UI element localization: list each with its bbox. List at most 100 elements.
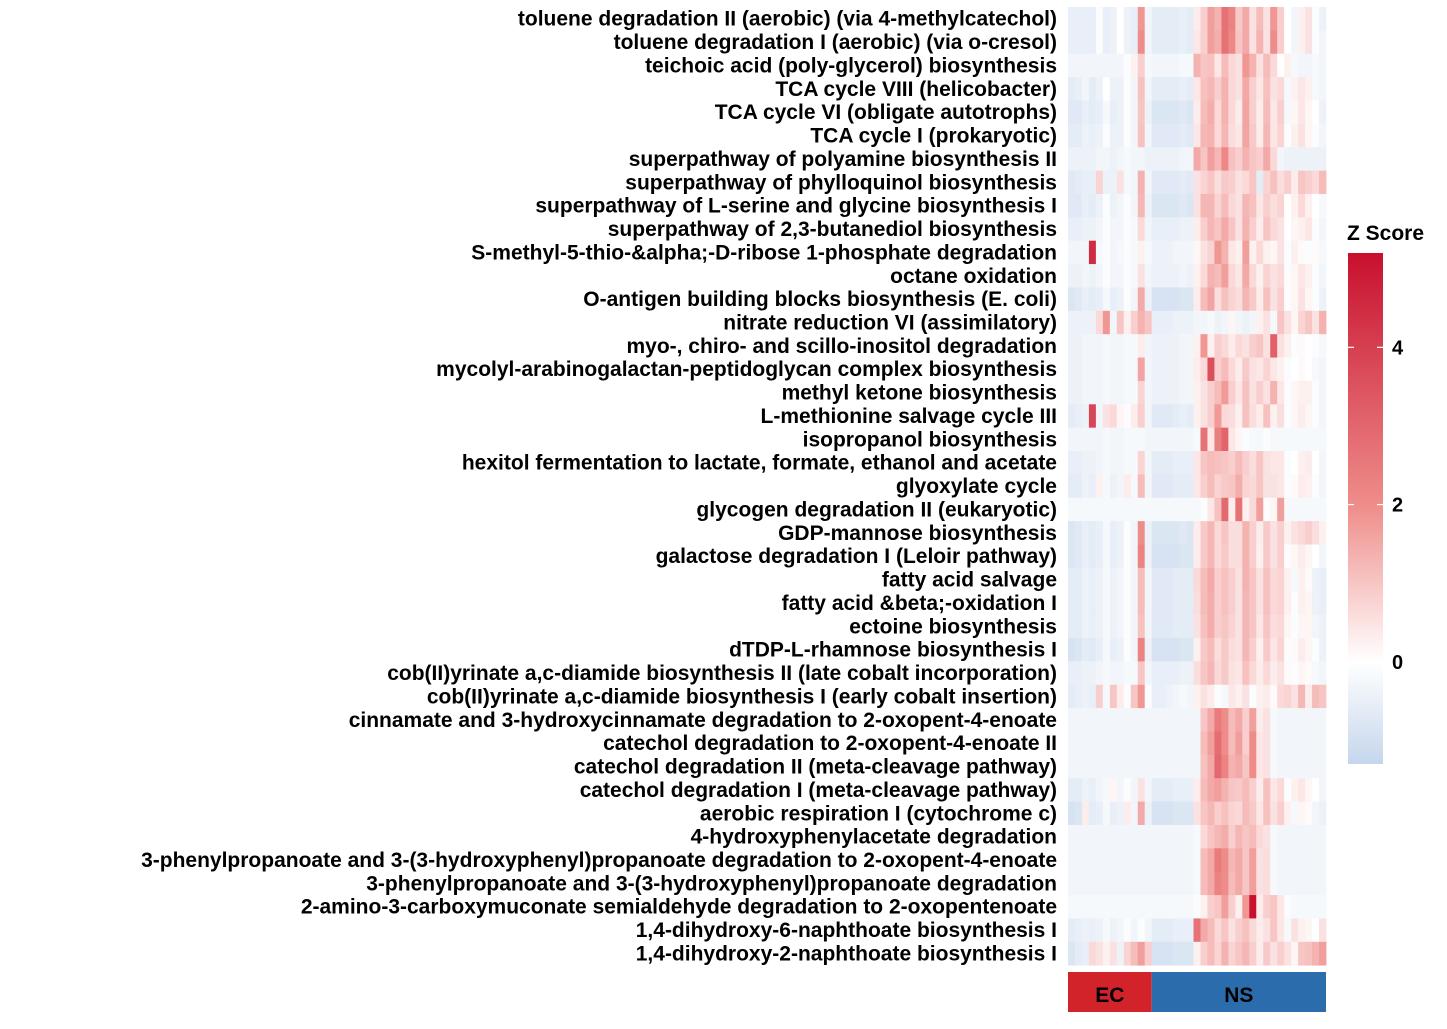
heatmap-cell — [1305, 100, 1313, 125]
heatmap-cell — [1249, 427, 1257, 452]
heatmap-cell — [1088, 591, 1097, 616]
heatmap-cell — [1109, 310, 1118, 335]
heatmap-cell — [1081, 731, 1090, 756]
heatmap-cell — [1270, 170, 1278, 195]
heatmap-cell — [1172, 100, 1180, 125]
group-annotation-bar: EC NS — [1068, 972, 1326, 1012]
heatmap-cell — [1116, 100, 1125, 125]
heatmap-cell — [1193, 264, 1201, 288]
heatmap-cell — [1186, 918, 1194, 943]
heatmap-cell — [1116, 684, 1125, 709]
heatmap-cell — [1102, 801, 1111, 826]
heatmap-cell — [1319, 661, 1327, 686]
heatmap-cell — [1263, 684, 1271, 709]
heatmap-cell — [1312, 147, 1320, 171]
heatmap-cell — [1312, 380, 1320, 405]
heatmap-cell — [1298, 474, 1306, 499]
heatmap-cell — [1305, 637, 1313, 662]
heatmap-cell — [1249, 591, 1257, 616]
heatmap-cell — [1263, 123, 1271, 148]
heatmap-cell — [1179, 7, 1187, 31]
heatmap-cell — [1186, 661, 1194, 686]
heatmap-cell — [1263, 708, 1271, 732]
heatmap-cell — [1228, 264, 1236, 288]
heatmap-cell — [1130, 30, 1139, 55]
heatmap-cell — [1242, 614, 1250, 639]
heatmap-cell — [1151, 824, 1160, 849]
heatmap-cell — [1116, 30, 1125, 55]
heatmap-cell — [1270, 824, 1278, 849]
heatmap-cell — [1214, 7, 1222, 31]
heatmap-cell — [1144, 404, 1153, 429]
heatmap-cell — [1109, 497, 1118, 522]
heatmap-cell — [1088, 427, 1097, 452]
heatmap-cell — [1207, 30, 1215, 55]
heatmap-cell — [1235, 357, 1243, 382]
heatmap-cell — [1151, 147, 1160, 171]
heatmap-cell — [1137, 754, 1146, 779]
heatmap-cell — [1242, 474, 1250, 499]
heatmap-cell — [1179, 591, 1187, 616]
heatmap-cell — [1228, 614, 1236, 639]
heatmap-cell — [1312, 497, 1320, 522]
heatmap-cell — [1284, 801, 1292, 826]
heatmap-cell — [1179, 497, 1187, 522]
heatmap-cell — [1068, 287, 1076, 312]
heatmap-cell — [1130, 147, 1139, 171]
heatmap-cell — [1221, 918, 1229, 943]
heatmap-cell — [1068, 661, 1076, 686]
heatmap-cell — [1319, 708, 1327, 732]
heatmap-cell — [1312, 7, 1320, 31]
heatmap-cell — [1068, 684, 1076, 709]
heatmap-cell — [1116, 404, 1125, 429]
heatmap-cell — [1235, 918, 1243, 943]
heatmap-cell — [1214, 637, 1222, 662]
heatmap-cell — [1312, 451, 1320, 475]
heatmap-cell — [1144, 708, 1153, 732]
heatmap-cell — [1095, 30, 1104, 55]
heatmap-cell — [1319, 287, 1327, 312]
heatmap-cell — [1214, 123, 1222, 148]
heatmap-cell — [1144, 240, 1153, 265]
heatmap-cell — [1235, 754, 1243, 779]
heatmap-cell — [1151, 100, 1160, 125]
heatmap-cell — [1228, 895, 1236, 919]
row-label: 3-phenylpropanoate and 3-(3-hydroxypheny… — [141, 849, 1057, 872]
heatmap-cell — [1270, 147, 1278, 171]
heatmap-cell — [1123, 591, 1132, 616]
heatmap-cell — [1088, 614, 1097, 639]
heatmap-cell — [1123, 7, 1132, 31]
heatmap-cell — [1242, 7, 1250, 31]
heatmap-cell — [1228, 427, 1236, 452]
heatmap-cell — [1228, 754, 1236, 779]
heatmap-cell — [1249, 357, 1257, 382]
heatmap-cell — [1074, 474, 1083, 499]
heatmap-cell — [1200, 170, 1208, 195]
heatmap-cell — [1088, 661, 1097, 686]
heatmap-cell — [1291, 731, 1299, 756]
row-label: hexitol fermentation to lactate, formate… — [462, 452, 1057, 475]
heatmap-cell — [1242, 567, 1250, 592]
heatmap-cell — [1263, 824, 1271, 849]
heatmap-cell — [1109, 871, 1118, 896]
heatmap-cell — [1130, 497, 1139, 522]
heatmap-cell — [1256, 7, 1264, 31]
heatmap-cell — [1123, 614, 1132, 639]
heatmap-cell — [1242, 170, 1250, 195]
heatmap-cell — [1095, 123, 1104, 148]
heatmap-cell — [1228, 193, 1236, 218]
heatmap-cell — [1116, 801, 1125, 826]
row-label: toluene degradation II (aerobic) (via 4-… — [518, 8, 1057, 31]
heatmap-cell — [1151, 708, 1160, 732]
heatmap-cell — [1172, 7, 1180, 31]
heatmap-cell — [1242, 380, 1250, 405]
heatmap-cell — [1207, 7, 1215, 31]
heatmap-cell — [1312, 684, 1320, 709]
heatmap-cell — [1284, 7, 1292, 31]
heatmap-cell — [1200, 521, 1208, 545]
heatmap-cell — [1263, 427, 1271, 452]
heatmap-cell — [1186, 824, 1194, 849]
heatmap-cell — [1291, 310, 1299, 335]
heatmap-cell — [1123, 824, 1132, 849]
heatmap-cell — [1165, 895, 1173, 919]
